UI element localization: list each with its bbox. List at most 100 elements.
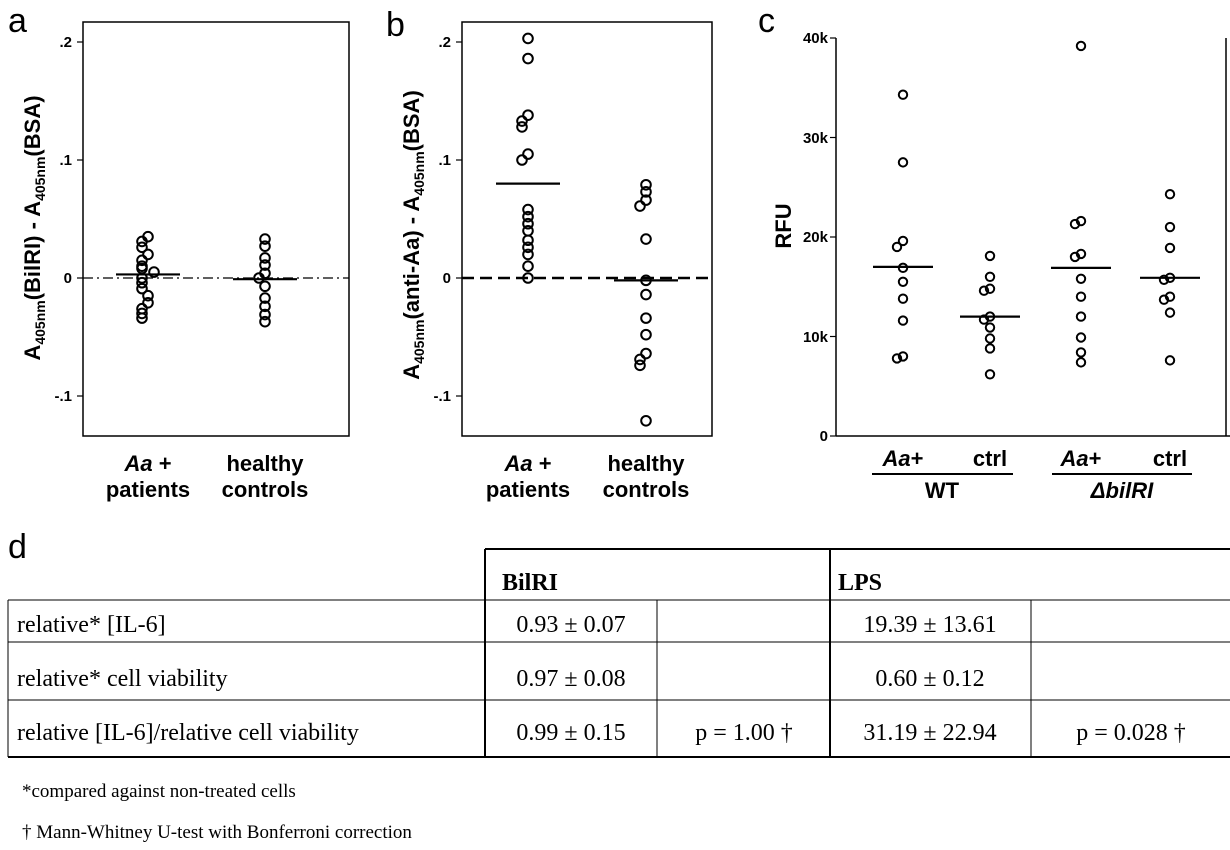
data-point — [259, 252, 271, 264]
data-point — [142, 289, 154, 302]
data-point — [984, 250, 996, 262]
y-tick-label: 10k — [803, 329, 829, 346]
data-point — [259, 240, 271, 252]
data-point — [259, 315, 271, 328]
data-point — [984, 271, 996, 282]
y-tick-label: -.1 — [433, 388, 451, 405]
table-cell: 0.60 ± 0.12 — [875, 666, 984, 692]
data-point — [897, 235, 909, 247]
table-cell: p = 1.00 † — [695, 720, 793, 746]
y-tick-label: 40k — [803, 30, 829, 47]
x-group-label-line2: patients — [486, 477, 570, 502]
y-tick-label: -.1 — [54, 388, 72, 405]
data-point — [522, 248, 534, 261]
y-tick-marks-a — [77, 41, 83, 397]
data-point — [522, 148, 534, 160]
data-point — [136, 241, 148, 254]
panel-c: c 40k 30k 20k 10k 0 RFU Aa+ ctrl Aa+ ctr… — [758, 2, 1230, 503]
data-point — [259, 300, 271, 313]
data-point — [142, 296, 154, 309]
data-point — [897, 89, 909, 100]
data-point — [136, 312, 148, 324]
y-tick-label: 0 — [64, 270, 72, 287]
data-point — [640, 328, 652, 341]
y-tick-label: 0 — [443, 270, 451, 287]
data-point — [522, 210, 534, 223]
data-point — [522, 32, 534, 45]
data-point — [259, 292, 271, 304]
data-point — [516, 121, 528, 133]
data-point — [522, 217, 534, 230]
panel-letter-c: c — [758, 2, 775, 40]
data-point — [984, 322, 996, 333]
data-points-b — [496, 32, 678, 427]
data-point — [634, 359, 646, 372]
panel-b: b .2 .1 0 -.1 A405nm(anti-Aa) - A405nm(B… — [386, 6, 713, 502]
table-cell: 0.93 ± 0.07 — [516, 612, 625, 638]
data-point — [1158, 294, 1170, 305]
table-row-label: relative* [IL-6] — [17, 612, 166, 638]
data-point — [640, 288, 652, 301]
y-tick-marks-b — [456, 41, 462, 397]
x-group-label: ctrl — [973, 446, 1007, 471]
data-point — [897, 157, 909, 168]
footnote: † Mann-Whitney U-test with Bonferroni co… — [22, 822, 412, 843]
data-point — [253, 272, 265, 284]
x-group-label: Aa+ — [1060, 446, 1102, 471]
y-tick-label: 30k — [803, 130, 829, 147]
data-point — [136, 276, 148, 289]
y-tick-label: .1 — [59, 152, 72, 169]
table-header-bilri: BilRI — [502, 570, 558, 596]
data-point — [1075, 273, 1087, 284]
data-point — [136, 307, 148, 320]
data-point — [522, 272, 534, 284]
data-point — [1164, 189, 1176, 200]
data-point — [1158, 274, 1170, 285]
y-tick-marks-c — [830, 37, 836, 437]
data-point — [1069, 218, 1081, 230]
data-points-a — [116, 230, 297, 328]
strain-label-wt: WT — [925, 478, 960, 503]
data-point — [891, 353, 903, 364]
data-point — [522, 234, 534, 247]
data-point — [984, 343, 996, 354]
data-point — [984, 333, 996, 344]
table-row-label: relative [IL-6]/relative cell viability — [17, 720, 359, 746]
data-point — [984, 283, 996, 294]
data-point — [516, 115, 528, 127]
table-row-label: relative* cell viability — [17, 666, 228, 692]
data-point — [897, 293, 909, 304]
table-cell: p = 0.028 † — [1076, 720, 1186, 746]
x-group-label-line1: Aa + — [503, 451, 551, 476]
data-point — [640, 178, 652, 191]
data-point — [1075, 291, 1087, 302]
y-tick-label: .2 — [59, 34, 72, 51]
y-tick-label: .2 — [438, 34, 451, 51]
panel-a: a .2 .1 0 -.1 A405nm(BilRI) - A405nm(BSA… — [8, 2, 350, 502]
data-point — [1069, 251, 1081, 263]
table-cell: 19.39 ± 13.61 — [863, 612, 996, 638]
table-cell: 0.99 ± 0.15 — [516, 720, 625, 746]
data-point — [142, 248, 154, 261]
panel-d: d BilRI LPS relative* [IL-6] 0.93 ± 0.07… — [7, 528, 1230, 843]
data-point — [1164, 242, 1176, 254]
table-header-lps: LPS — [838, 570, 882, 596]
data-point — [640, 347, 652, 360]
strain-label-bilri: ΔbilRI — [1090, 478, 1154, 503]
data-point — [522, 260, 534, 273]
table-cell: 0.97 ± 0.08 — [516, 666, 625, 692]
data-point — [640, 233, 652, 245]
x-group-label: Aa+ — [882, 446, 924, 471]
data-point — [522, 225, 534, 237]
y-axis-label-c: RFU — [771, 203, 796, 248]
data-point — [522, 203, 534, 216]
data-point — [1075, 332, 1087, 343]
data-point — [259, 233, 271, 245]
footnote: *compared against non-treated cells — [22, 781, 296, 802]
x-group-label-line1: healthy — [226, 451, 304, 476]
data-point — [136, 235, 148, 248]
data-point — [897, 315, 909, 326]
data-point — [634, 200, 646, 212]
x-group-label-line2: patients — [106, 477, 190, 502]
